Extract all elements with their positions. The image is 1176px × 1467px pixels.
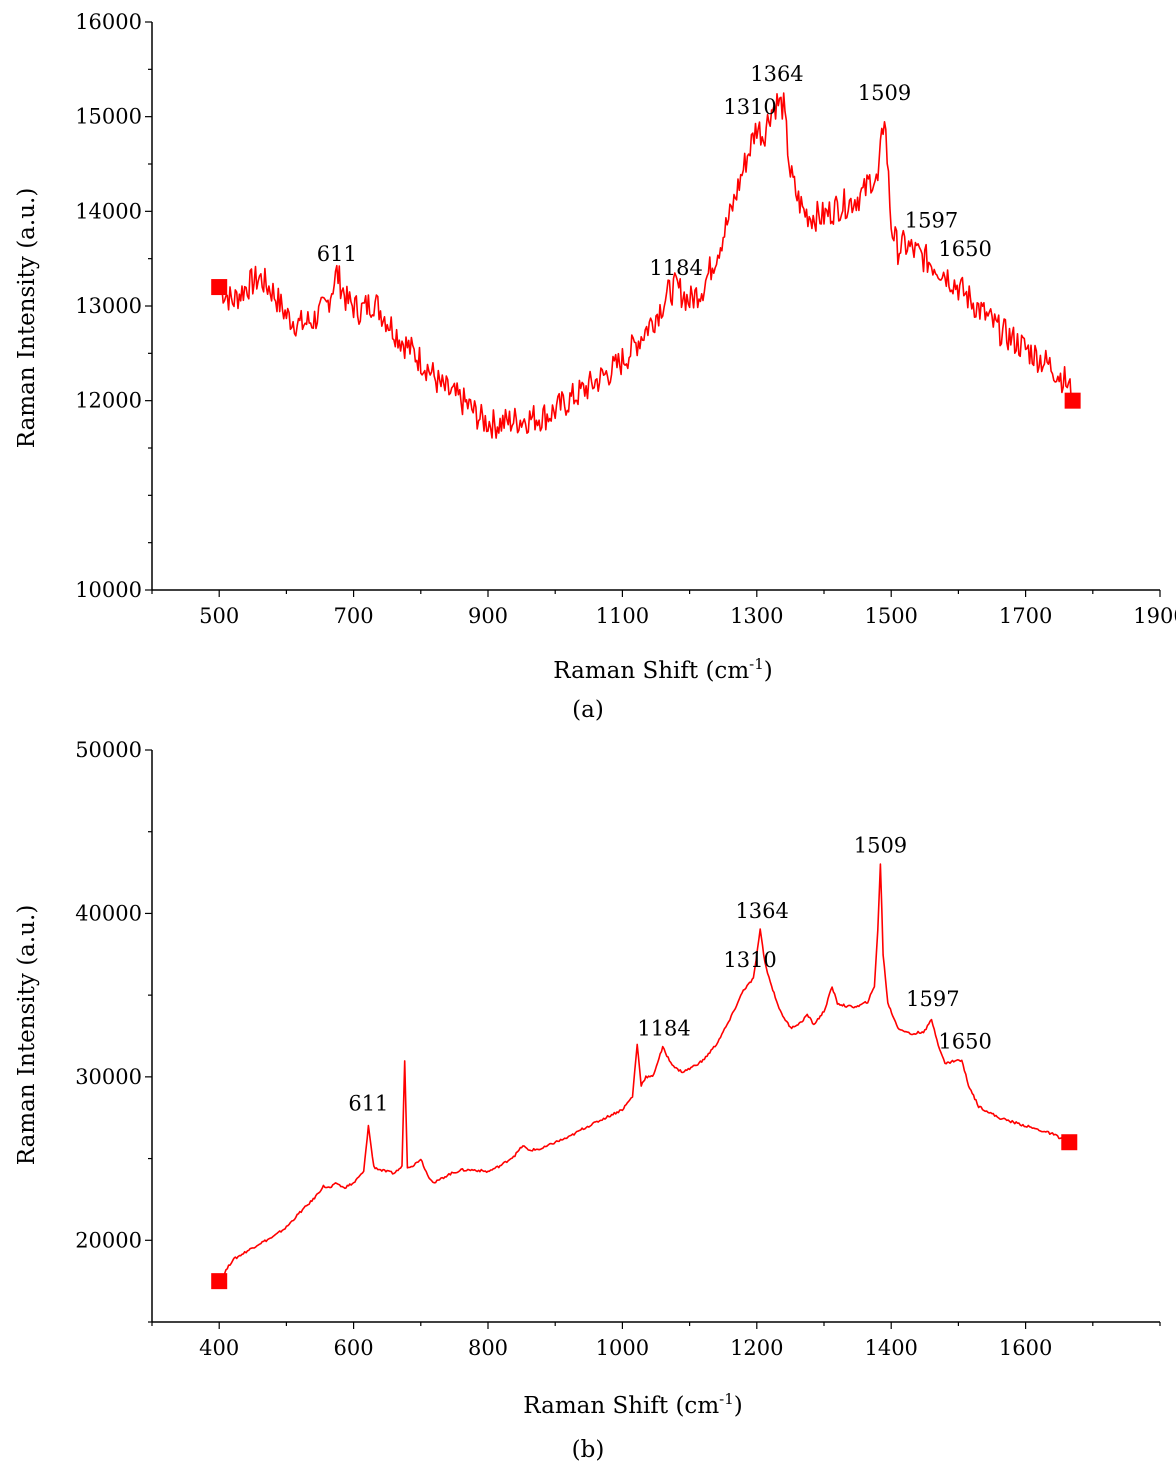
x-tick-label: 1000 [596,1336,649,1360]
peak-label: 1184 [649,256,702,280]
peak-label: 1364 [735,899,788,923]
y-tick-label: 10000 [75,578,142,602]
x-axis-label-a: Raman Shift (cm-1) [553,655,772,684]
caption-b: (b) [572,1437,605,1463]
panel-a: Raman Intensity (a.u.) Raman Shift (cm-1… [14,10,1176,723]
y-tick-label: 20000 [75,1228,142,1252]
x-axis-label-b: Raman Shift (cm-1) [523,1390,742,1419]
spectrum-line [218,863,1070,1282]
peak-label: 1509 [854,833,907,857]
peak-label: 1310 [723,948,776,972]
x-tick-label: 400 [199,1336,239,1360]
x-tick-label: 500 [199,604,239,628]
start-marker [211,1273,228,1290]
x-tick-label: 1400 [864,1336,917,1360]
x-tick-label: 1500 [864,604,917,628]
y-axis-label-a: Raman Intensity (a.u.) [14,188,40,449]
start-marker [211,279,228,296]
peak-label: 611 [348,1092,388,1116]
y-tick-label: 12000 [75,389,142,413]
x-tick-label: 800 [468,1336,508,1360]
peak-label: 1310 [723,95,776,119]
peak-label: 1184 [637,1016,690,1040]
y-tick-label: 13000 [75,294,142,318]
x-tick-label: 1900 [1133,604,1176,628]
spectrum-line [218,92,1074,439]
caption-a: (a) [572,697,604,723]
panel-b: Raman Intensity (a.u.) Raman Shift (cm-1… [14,738,1161,1463]
y-tick-label: 40000 [75,901,142,925]
y-tick-label: 15000 [75,105,142,129]
x-tick-label: 1700 [999,604,1052,628]
peak-label: 1650 [938,237,991,261]
y-tick-label: 30000 [75,1065,142,1089]
peak-label: 611 [317,242,357,266]
x-tick-label: 900 [468,604,508,628]
x-tick-label: 1600 [999,1336,1052,1360]
x-tick-label: 700 [334,604,374,628]
peak-label: 1509 [858,81,911,105]
y-axis-label-b: Raman Intensity (a.u.) [14,905,40,1166]
y-tick-label: 50000 [75,738,142,762]
peak-label: 1650 [938,1030,991,1054]
x-tick-label: 1200 [730,1336,783,1360]
x-tick-label: 1100 [596,604,649,628]
peak-label: 1597 [905,209,958,233]
y-tick-label: 16000 [75,10,142,34]
peak-label: 1364 [750,62,803,86]
peak-label: 1597 [906,987,959,1011]
end-marker [1064,392,1081,409]
x-tick-label: 600 [334,1336,374,1360]
x-tick-label: 1300 [730,604,783,628]
y-tick-label: 14000 [75,199,142,223]
end-marker [1061,1134,1078,1151]
